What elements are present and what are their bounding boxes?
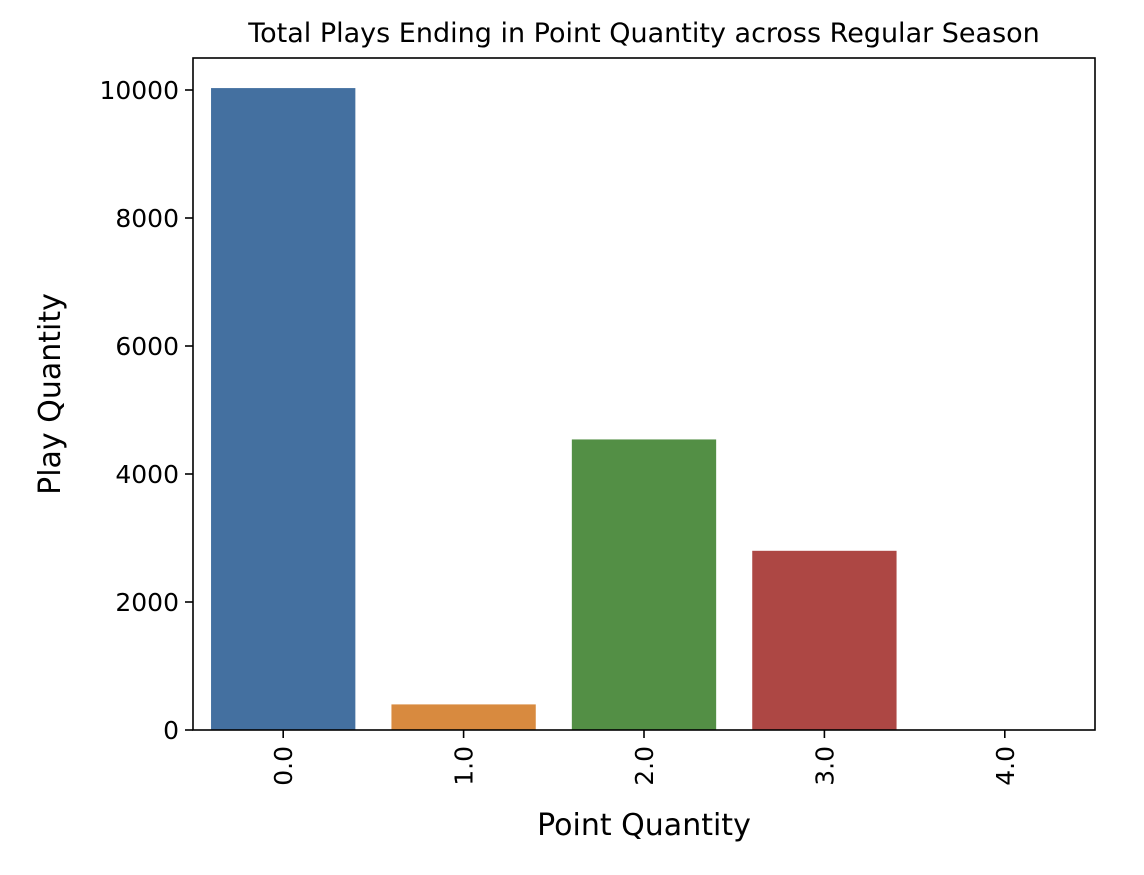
x-axis-ticks: 0.0 1.0 2.0 3.0 4.0 — [269, 730, 1020, 786]
x-tick-label: 3.0 — [810, 746, 839, 786]
x-tick-label: 2.0 — [630, 746, 659, 786]
x-tick-label: 0.0 — [269, 746, 298, 786]
x-tick-label: 4.0 — [991, 746, 1020, 786]
y-tick-label: 0 — [163, 716, 179, 745]
y-tick-label: 4000 — [115, 460, 179, 489]
x-tick-label: 1.0 — [450, 746, 479, 786]
y-tick-label: 8000 — [115, 204, 179, 233]
bar-2.0 — [571, 439, 717, 730]
y-axis-ticks: 0 2000 4000 6000 8000 10000 — [99, 76, 193, 745]
y-tick-label: 10000 — [99, 76, 179, 105]
bar-3.0 — [752, 550, 897, 730]
bar-1.0 — [391, 704, 536, 730]
bars-group — [211, 88, 897, 730]
y-tick-label: 6000 — [115, 332, 179, 361]
plot-frame — [192, 57, 1096, 731]
bar-0.0 — [211, 88, 356, 730]
x-axis-label: Point Quantity — [537, 808, 751, 843]
y-axis-label: Play Quantity — [33, 293, 68, 495]
chart-title: Total Plays Ending in Point Quantity acr… — [247, 18, 1040, 49]
y-tick-label: 2000 — [115, 588, 179, 617]
